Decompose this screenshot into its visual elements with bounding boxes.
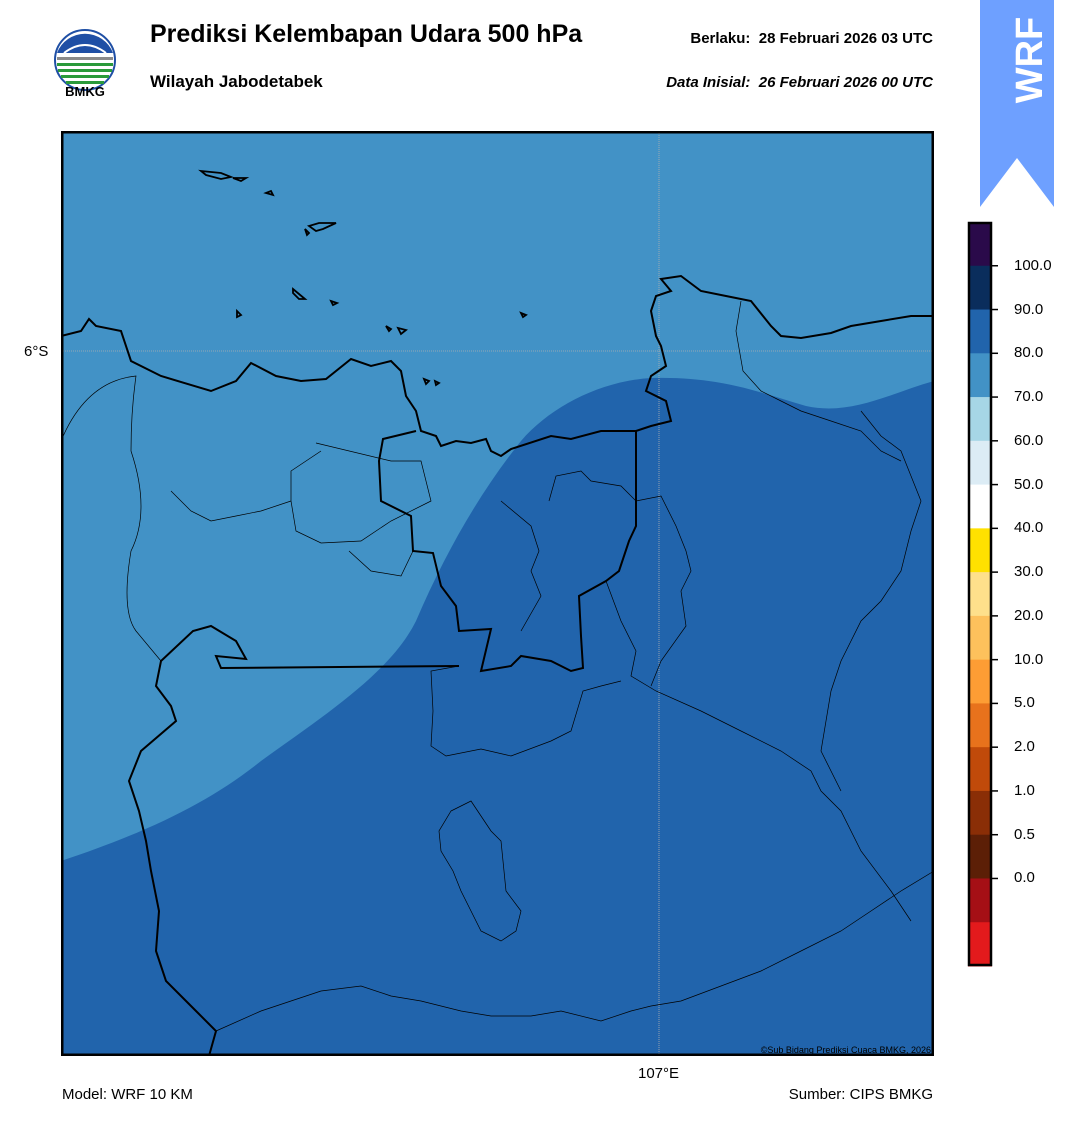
- colorbar-segment-navy: [968, 265, 992, 311]
- colorbar-segment-purple: [968, 222, 992, 267]
- valid-label: Berlaku:: [690, 30, 751, 47]
- colorbar-segment-dark-orange: [968, 703, 992, 748]
- colorbar-segment-light-blue: [968, 397, 992, 442]
- colorbar-segment-dark-red: [968, 878, 992, 923]
- init-value: 26 Februari 2026 00 UTC: [758, 74, 933, 91]
- colorbar-tick-label: 80.0: [1014, 344, 1044, 362]
- map-title: Prediksi Kelembapan Udara 500 hPa: [150, 20, 583, 48]
- lat-label: 6°S: [24, 343, 49, 360]
- colorbar-tick-label: 10.0: [1014, 650, 1044, 668]
- colorbar-tick-label: 0.5: [1014, 825, 1035, 843]
- copyright: ©Sub Bidang Prediksi Cuaca BMKG, 2026: [761, 1045, 931, 1055]
- colorbar-tick-label: 30.0: [1014, 563, 1044, 581]
- colorbar-tick-label: 20.0: [1014, 606, 1044, 624]
- map-frame: [61, 131, 934, 1056]
- map-subtitle: Wilayah Jabodetabek: [150, 72, 323, 91]
- islands: [198, 169, 528, 387]
- colorbar-tick-label: 2.0: [1014, 738, 1035, 756]
- colorbar-tick-label: 70.0: [1014, 388, 1044, 406]
- model-info: Model: WRF 10 KM: [62, 1086, 193, 1103]
- colorbar-segment-pale-blue: [968, 440, 992, 486]
- colorbar-tick-label: 40.0: [1014, 519, 1044, 537]
- colorbar-segment-red: [968, 922, 992, 967]
- humidity-colorbar: [967, 221, 998, 967]
- humidity-map: ©Sub Bidang Prediksi Cuaca BMKG, 2026: [61, 131, 934, 1056]
- valid-time: Berlaku: 28 Februari 2026 03 UTC: [690, 30, 933, 47]
- bmkg-logo: [54, 29, 116, 91]
- humidity-fill-80-90: [61, 377, 934, 1056]
- colorbar-segment-medium-blue: [968, 353, 992, 398]
- colorbar-tick-label: 1.0: [1014, 781, 1035, 799]
- colorbar-tick-label: 90.0: [1014, 300, 1044, 318]
- colorbar-tick-label: 0.0: [1014, 869, 1035, 887]
- init-label: Data Inisial:: [666, 74, 751, 91]
- source-info: Sumber: CIPS BMKG: [788, 1086, 933, 1103]
- lon-label: 107°E: [638, 1065, 680, 1082]
- colorbar-tick-label: 50.0: [1014, 475, 1044, 493]
- colorbar-segment-light-orange: [968, 615, 992, 661]
- colorbar-frame: [967, 221, 993, 967]
- colorbar-segment-white: [968, 484, 992, 529]
- logo-text: BMKG: [65, 84, 105, 99]
- colorbar-tick-label: 100.0: [1014, 256, 1052, 274]
- colorbar-segment-orange: [968, 659, 992, 704]
- colorbar-segment-yellow: [968, 528, 992, 573]
- valid-value: 28 Februari 2026 03 UTC: [758, 30, 933, 47]
- wrf-badge: WRF: [980, 0, 1054, 207]
- regency-borders: [61, 300, 934, 1032]
- coastline: [61, 274, 934, 458]
- colorbar-segment-brown: [968, 790, 992, 836]
- colorbar-segment-dark-brown: [968, 834, 992, 879]
- colorbar-segment-dark-blue: [968, 309, 992, 354]
- colorbar-segment-red-brown: [968, 747, 992, 792]
- init-time: Data Inisial: 26 Februari 2026 00 UTC: [666, 74, 933, 91]
- wrf-badge-text: WRF: [1009, 17, 1051, 104]
- colorbar-tick-label: 5.0: [1014, 694, 1035, 712]
- colorbar-tick-label: 60.0: [1014, 431, 1044, 449]
- colorbar-segment-pale-yellow: [968, 572, 992, 617]
